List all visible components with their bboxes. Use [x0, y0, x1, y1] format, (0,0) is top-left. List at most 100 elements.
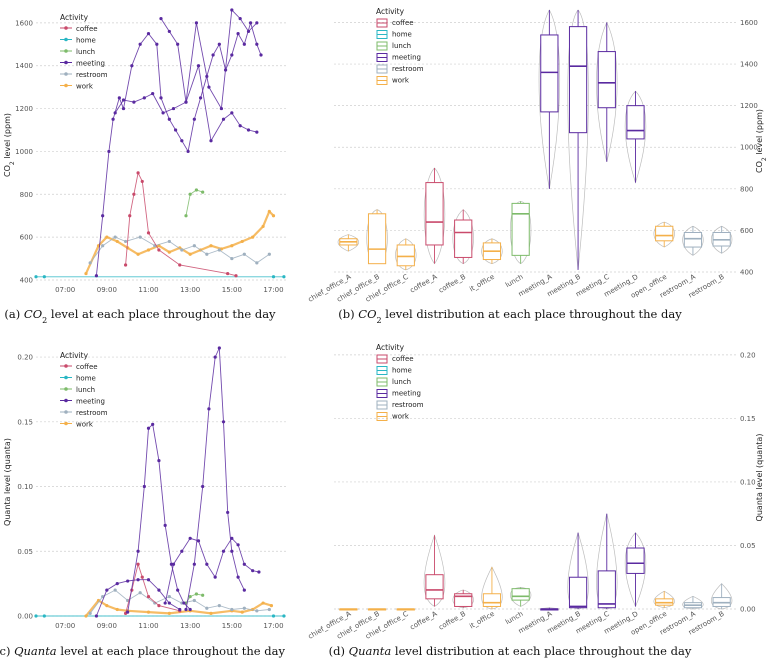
- legend-title: Activity: [60, 13, 89, 22]
- data-point-meeting: [198, 96, 203, 100]
- data-point-meeting: [138, 42, 142, 46]
- data-point-meeting: [167, 601, 171, 605]
- data-point-meeting: [161, 111, 165, 115]
- data-point-coffee: [136, 562, 140, 566]
- data-point-restroom: [113, 588, 117, 592]
- data-point-meeting: [101, 214, 105, 218]
- data-point-restroom: [255, 261, 259, 265]
- y-tick-label: 0.00: [17, 613, 33, 621]
- data-point-work: [261, 224, 265, 229]
- data-point-coffee: [146, 594, 151, 599]
- data-point-work: [271, 214, 276, 218]
- data-point-meeting: [217, 42, 221, 46]
- legend-label-home: home: [392, 367, 412, 375]
- data-point-meeting: [242, 588, 246, 592]
- y-tick-label: 1000: [740, 144, 758, 152]
- data-point-coffee: [146, 231, 151, 235]
- data-point-meeting: [146, 578, 151, 582]
- y-tick-label: 1200: [740, 102, 758, 110]
- data-point-meeting: [121, 98, 126, 102]
- legend-label-lunch: lunch: [76, 48, 95, 56]
- box-meeting_C: [597, 570, 616, 609]
- y-tick-label: 0.05: [740, 542, 756, 550]
- data-point-restroom: [192, 244, 196, 248]
- data-point-meeting: [163, 523, 167, 527]
- chart-d: 0.00 0.05 0.10 0.15 0.20 Quanta level (quanta…: [307, 343, 764, 658]
- y-tick-label: 1600: [15, 19, 33, 27]
- data-point-meeting: [230, 536, 234, 540]
- data-point-meeting: [192, 117, 196, 121]
- series-line-meeting: [185, 347, 245, 610]
- data-point-meeting: [130, 64, 134, 68]
- data-point-meeting: [115, 582, 119, 586]
- y-tick-label: 1200: [15, 105, 33, 113]
- x-tick-label: lunch: [504, 610, 525, 626]
- y-tick-label: 400: [740, 269, 753, 277]
- data-point-coffee: [123, 263, 128, 267]
- legend-key-point-home: [64, 37, 68, 42]
- x-tick-label: 09:00: [97, 286, 117, 294]
- x-tick-label: coffee_B: [437, 610, 467, 632]
- data-point-meeting: [111, 117, 115, 121]
- caption-a: (a) CO2 level at each place throughout t…: [4, 307, 276, 325]
- data-point-coffee: [136, 171, 140, 175]
- data-point-restroom: [123, 239, 128, 244]
- y-tick-label: 0.10: [17, 483, 33, 491]
- data-point-meeting: [121, 106, 126, 111]
- data-point-lunch: [184, 214, 188, 218]
- x-tick-label: it_office: [468, 610, 496, 631]
- y-tick-label: 600: [20, 234, 33, 242]
- y-tick-label: 0.15: [17, 418, 33, 426]
- legend-label-restroom: restroom: [392, 65, 424, 73]
- data-point-meeting: [242, 562, 246, 566]
- data-point-restroom: [180, 248, 184, 252]
- data-point-meeting: [238, 16, 242, 21]
- data-point-work: [269, 604, 274, 608]
- data-point-meeting: [207, 85, 211, 89]
- data-point-meeting: [248, 21, 253, 25]
- data-point-meeting: [230, 549, 234, 553]
- data-point-work: [146, 248, 151, 252]
- y-tick-label: 1400: [15, 62, 33, 70]
- data-point-restroom: [230, 256, 234, 261]
- data-point-lunch: [201, 593, 205, 597]
- legend-label-meeting: meeting: [76, 60, 105, 68]
- box-meeting_C: [597, 51, 616, 109]
- data-point-work: [251, 235, 255, 239]
- data-point-home: [282, 614, 286, 618]
- legend-label-work: work: [392, 413, 410, 421]
- data-point-meeting: [255, 42, 259, 46]
- data-point-meeting: [205, 562, 209, 566]
- legend-label-home: home: [76, 375, 96, 383]
- data-point-work: [188, 252, 192, 256]
- data-point-meeting: [242, 42, 246, 46]
- x-tick-label: it_office: [468, 273, 496, 294]
- legend-label-lunch: lunch: [392, 42, 411, 50]
- violin-coffee_A: [423, 534, 446, 607]
- data-point-restroom: [205, 252, 209, 256]
- data-point-meeting: [171, 106, 176, 111]
- data-point-meeting: [236, 575, 240, 579]
- caption-b: (b) CO2 level distribution at each place…: [338, 307, 682, 325]
- data-point-meeting: [142, 484, 146, 489]
- data-point-meeting: [159, 16, 163, 21]
- data-point-meeting: [192, 562, 196, 566]
- data-point-meeting: [217, 346, 221, 350]
- data-point-meeting: [230, 8, 234, 12]
- data-point-restroom: [88, 611, 92, 616]
- legend-key-point-coffee: [64, 26, 68, 30]
- legend-key-point-work: [64, 421, 68, 426]
- legend-key-point-restroom: [64, 410, 68, 414]
- data-point-meeting: [184, 100, 188, 104]
- legend-label-home: home: [392, 31, 412, 39]
- legend-label-home: home: [76, 37, 96, 45]
- data-point-restroom: [113, 235, 117, 239]
- data-point-meeting: [178, 607, 182, 612]
- data-point-meeting: [196, 539, 201, 543]
- chart-b: 400 600 800 1000 1200 1400 1600 CO2 level (ppm)…: [307, 7, 768, 325]
- chart-a: 400 600 800 1000 1200 1400 1600 07:00 09:00 11:00…: [3, 8, 286, 325]
- legend-label-lunch: lunch: [76, 386, 95, 394]
- data-point-restroom: [167, 594, 171, 599]
- data-point-work: [115, 239, 119, 244]
- legend-key-point-meeting: [64, 60, 68, 65]
